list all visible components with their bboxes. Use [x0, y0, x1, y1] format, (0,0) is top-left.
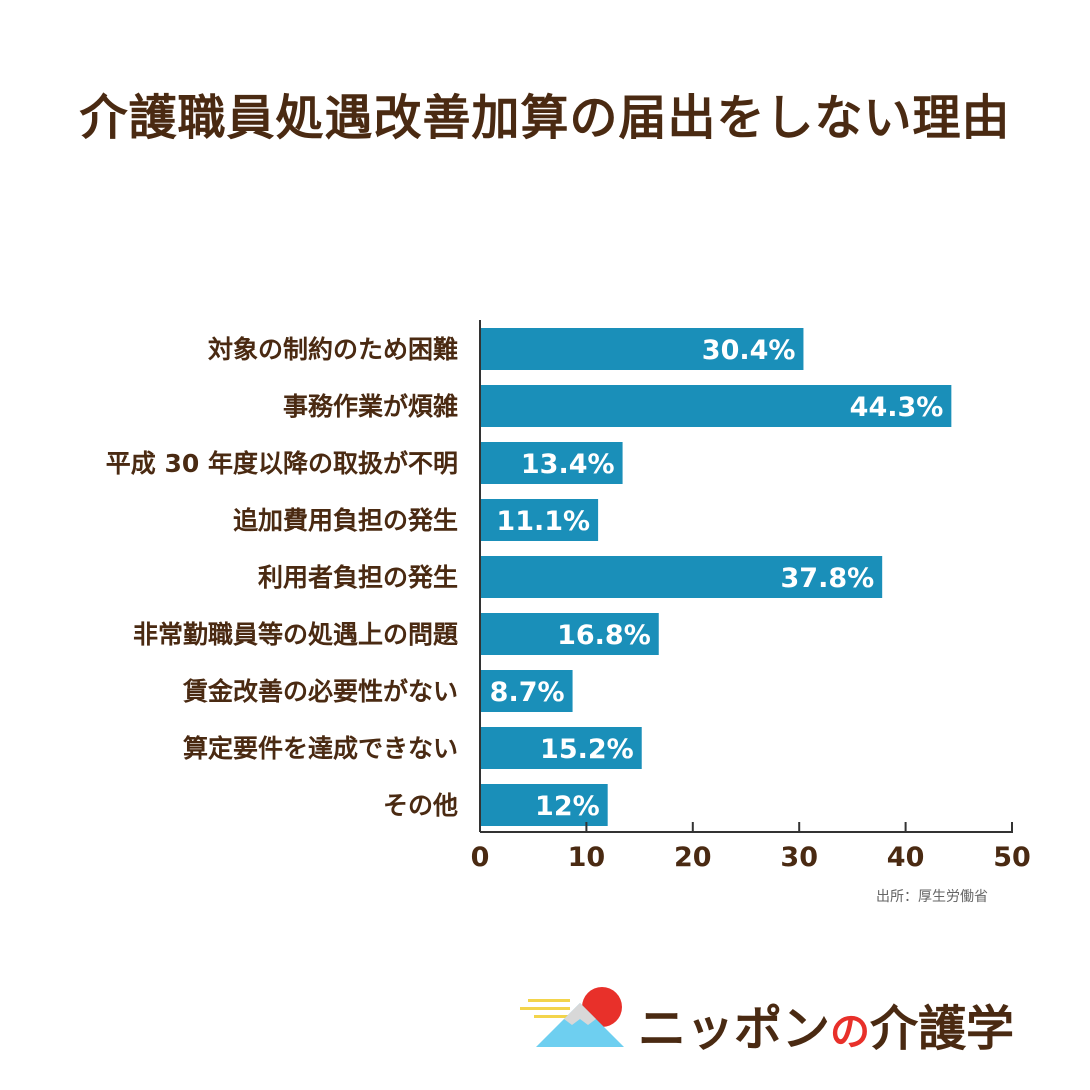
- bar-1: [480, 385, 952, 427]
- bar-0: [480, 328, 804, 370]
- brand-name: ニッポンの介護学: [638, 989, 1014, 1059]
- category-label-1: 事務作業が煩雑: [283, 392, 458, 421]
- x-tick-label-0: 0: [471, 842, 490, 873]
- source-note: 出所：厚生労働省: [876, 889, 988, 905]
- category-label-2: 平成 30 年度以降の取扱が不明: [106, 449, 458, 478]
- value-label-6: 8.7%: [490, 677, 565, 708]
- x-tick-label-1: 10: [568, 842, 606, 873]
- value-label-4: 37.8%: [781, 563, 875, 594]
- category-label-4: 利用者負担の発生: [258, 563, 458, 592]
- bar-2: [480, 442, 623, 484]
- value-label-7: 15.2%: [540, 734, 634, 765]
- brand-name-part3: 介護学: [870, 1001, 1015, 1057]
- bar-chart: 対象の制約のため困難 30.4% 事務作業が煩雑 44.3% 平成 30 年度以降の取扱…: [106, 320, 1031, 873]
- value-label-0: 30.4%: [702, 335, 796, 366]
- category-label-3: 追加費用負担の発生: [233, 506, 458, 535]
- x-tick-label-2: 20: [674, 842, 712, 873]
- mount-fuji-sun-icon: [520, 987, 624, 1047]
- brand-logo: ニッポンの介護学: [520, 985, 1080, 1057]
- category-label-5: 非常勤職員等の処遇上の問題: [133, 620, 459, 649]
- bar-4: [480, 556, 883, 598]
- bar-3: [480, 499, 599, 541]
- x-tick-label-3: 30: [780, 842, 818, 873]
- value-label-8: 12%: [535, 791, 600, 822]
- x-tick-label-5: 50: [993, 842, 1031, 873]
- brand-name-part1: ニッポン: [638, 1001, 831, 1057]
- value-label-2: 13.4%: [521, 449, 615, 480]
- bar-6: [480, 670, 573, 712]
- value-label-3: 11.1%: [496, 506, 590, 537]
- chart-title: 介護職員処遇改善加算の届出をしない理由: [79, 90, 1011, 146]
- bar-7: [480, 727, 642, 769]
- value-label-5: 16.8%: [557, 620, 651, 651]
- category-label-8: その他: [383, 791, 458, 820]
- x-tick-label-4: 40: [887, 842, 925, 873]
- category-label-7: 算定要件を達成できない: [183, 734, 458, 763]
- value-label-1: 44.3%: [850, 392, 944, 423]
- category-label-6: 賃金改善の必要性がない: [182, 677, 458, 706]
- bar-5: [480, 613, 659, 655]
- brand-name-part2: の: [830, 1009, 871, 1055]
- bar-8: [480, 784, 608, 826]
- category-label-0: 対象の制約のため困難: [208, 335, 458, 364]
